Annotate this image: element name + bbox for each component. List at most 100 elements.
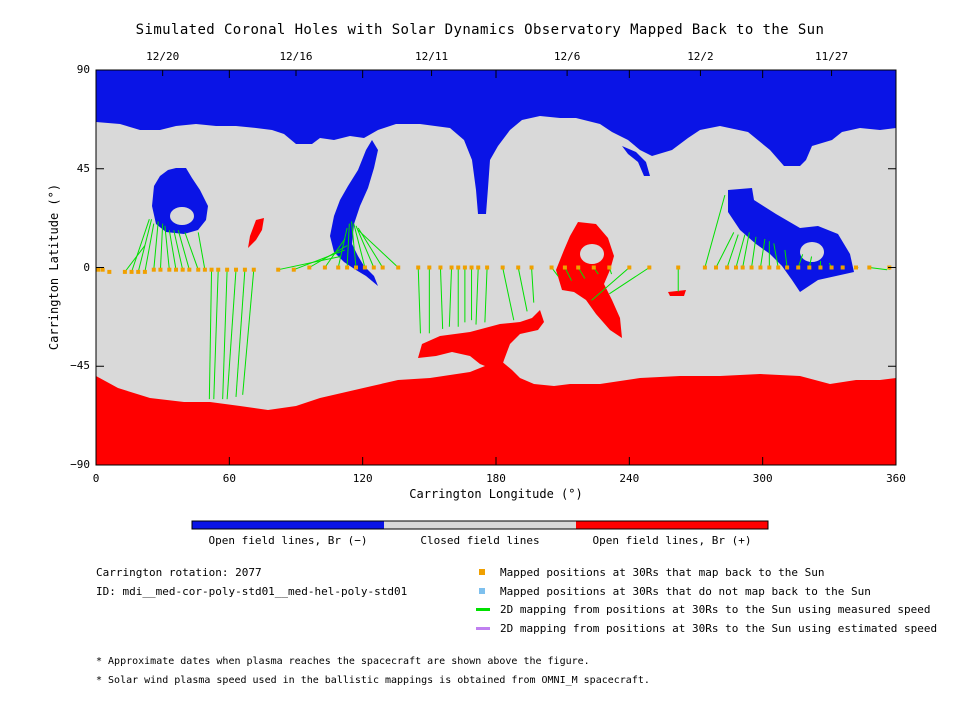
mapping-line bbox=[144, 223, 155, 272]
x-tick-label: 60 bbox=[222, 472, 236, 485]
mapped-point bbox=[854, 265, 858, 270]
mapped-point bbox=[242, 267, 247, 272]
x-tick-label: 300 bbox=[752, 472, 773, 485]
mapping-line bbox=[715, 232, 735, 268]
mapped-point bbox=[380, 265, 385, 270]
y-tick-label: −90 bbox=[70, 458, 90, 471]
closed-island-lon-215 bbox=[580, 244, 604, 264]
footnote-dates: * Approximate dates when plasma reaches … bbox=[96, 656, 590, 667]
mapping-line bbox=[417, 267, 421, 334]
mapping-line bbox=[153, 221, 159, 270]
mapped-point bbox=[867, 265, 872, 270]
x-tick-label: 360 bbox=[886, 472, 906, 485]
mapping-line bbox=[869, 267, 888, 271]
legend-line-swatch bbox=[476, 626, 490, 630]
mapping-line bbox=[475, 267, 479, 325]
mapped-point bbox=[725, 265, 730, 270]
mapped-point bbox=[180, 267, 185, 272]
color-bar-label: Open field lines, Br (+) bbox=[592, 534, 752, 547]
mapping-line bbox=[168, 230, 177, 270]
mapped-point bbox=[354, 265, 358, 270]
mapped-point bbox=[591, 265, 596, 270]
mapped-point bbox=[702, 265, 707, 270]
mapped-point bbox=[562, 265, 567, 270]
coronal-hole-lon-250 bbox=[622, 146, 650, 176]
mapping-line bbox=[278, 256, 341, 271]
mapped-point bbox=[187, 267, 192, 272]
mapped-point bbox=[714, 265, 718, 270]
mapping-line bbox=[726, 234, 739, 268]
color-bar-label: Open field lines, Br (−) bbox=[208, 534, 368, 547]
mapping-line bbox=[131, 219, 150, 273]
mapping-line bbox=[164, 225, 170, 270]
mapping-line bbox=[591, 267, 630, 301]
mapped-point bbox=[225, 267, 230, 272]
color-bar-segment bbox=[384, 521, 576, 529]
mapping-line bbox=[213, 269, 219, 400]
coronal-hole-lon-310 bbox=[728, 188, 854, 292]
mapping-line bbox=[197, 232, 206, 270]
mapping-line bbox=[353, 223, 366, 268]
mapped-point bbox=[469, 265, 474, 270]
mapping-line bbox=[124, 245, 146, 273]
mapped-point bbox=[456, 265, 461, 270]
coronal-hole-lon-30 bbox=[152, 168, 208, 234]
north-polar-coronal-hole bbox=[96, 70, 896, 214]
mapping-line bbox=[759, 238, 766, 268]
mapped-point bbox=[174, 267, 178, 272]
coronal-hole-lon-215 bbox=[556, 222, 622, 338]
model-id: ID: mdi__med-cor-poly-std01__med-hel-pol… bbox=[96, 585, 408, 598]
mapped-point bbox=[449, 265, 454, 270]
x-tick-label: 240 bbox=[619, 472, 640, 485]
mapping-line bbox=[735, 234, 746, 268]
y-tick-label: 0 bbox=[83, 260, 90, 274]
mapping-line bbox=[502, 267, 515, 321]
mapped-point bbox=[500, 265, 505, 270]
legend-label: Mapped positions at 30Rs that map back t… bbox=[500, 566, 825, 579]
mapping-line bbox=[351, 221, 357, 268]
mapped-point bbox=[276, 267, 281, 272]
mapping-line bbox=[309, 245, 348, 268]
mapping-line bbox=[293, 249, 346, 271]
y-tick-label: −45 bbox=[70, 359, 90, 373]
coronal-hole-lon-150 bbox=[418, 310, 544, 372]
chart-title: Simulated Coronal Holes with Solar Dynam… bbox=[135, 22, 825, 38]
mapped-point bbox=[96, 267, 101, 272]
mapped-point bbox=[362, 265, 367, 270]
mapped-point bbox=[129, 269, 134, 274]
mapping-line bbox=[355, 225, 375, 268]
south-polar-coronal-hole bbox=[96, 360, 896, 465]
mapped-point bbox=[167, 267, 172, 272]
mapped-point bbox=[462, 265, 467, 270]
mapping-line bbox=[242, 269, 255, 395]
mapped-point bbox=[345, 265, 350, 270]
legend-label: 2D mapping from positions at 30Rs to the… bbox=[500, 603, 931, 616]
mapped-point bbox=[438, 265, 443, 270]
mapping-line bbox=[448, 267, 453, 327]
mapping-line bbox=[222, 269, 228, 400]
mapped-point bbox=[234, 267, 238, 272]
mapped-point bbox=[136, 269, 141, 274]
mapped-point bbox=[371, 265, 376, 270]
closed-island-lon-30 bbox=[170, 207, 194, 225]
x-tick-label: 120 bbox=[352, 472, 373, 485]
mapped-point bbox=[758, 265, 763, 270]
mapping-line bbox=[226, 269, 237, 400]
mapping-line bbox=[235, 269, 246, 398]
mapped-point bbox=[576, 265, 581, 270]
mapped-point bbox=[829, 265, 834, 270]
mapping-line bbox=[177, 230, 190, 270]
mapped-point bbox=[196, 267, 201, 272]
mapping-line bbox=[324, 238, 346, 268]
mapped-point bbox=[476, 265, 481, 270]
mapping-line bbox=[357, 229, 399, 268]
mapped-point bbox=[647, 265, 652, 270]
legend-label: Mapped positions at 30Rs that do not map… bbox=[500, 584, 871, 598]
mapped-point bbox=[322, 265, 327, 270]
mapping-line bbox=[609, 267, 650, 295]
mapped-point bbox=[100, 267, 105, 272]
mapping-line bbox=[184, 232, 199, 270]
mapping-line bbox=[346, 223, 350, 268]
mapped-point bbox=[158, 267, 163, 272]
